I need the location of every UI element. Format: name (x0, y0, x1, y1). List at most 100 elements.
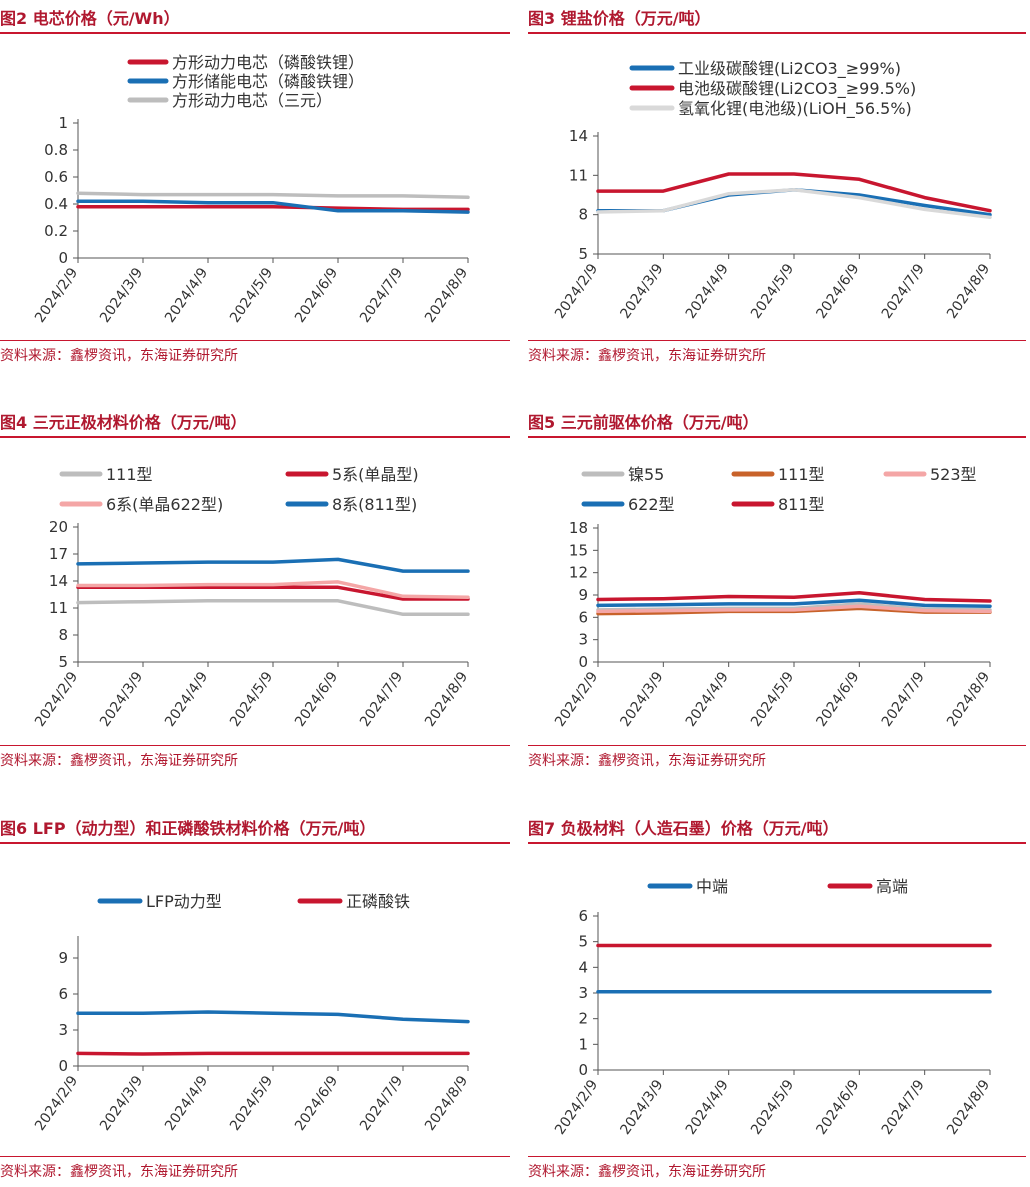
fig7-x-tick-label: 2024/7/9 (879, 1077, 928, 1138)
fig7-y-tick-label: 2 (578, 1010, 588, 1028)
fig7-title: 图7 负极材料（人造石墨）价格（万元/吨） (528, 814, 1026, 844)
fig3-chart: 5 8 11 14 2024/2/9 2024/3/9 2024/4/9 2024/5/9 20… (552, 59, 993, 322)
fig7-x-tick-label: 2024/3/9 (617, 1077, 666, 1138)
fig4-legend-label-2: 6系(单晶622型) (106, 495, 223, 514)
fig5-legend-label-1: 111型 (778, 465, 825, 484)
fig7-y-tick-label: 1 (578, 1035, 588, 1053)
fig7-y-tick-label: 3 (578, 984, 588, 1002)
fig6-y-tick-label: 3 (58, 1021, 68, 1039)
fig5-y-tick-label: 15 (569, 541, 588, 559)
fig2-series-line-0 (76, 204, 470, 212)
fig2-series-line-2 (76, 191, 470, 200)
fig3-x-tick-label: 2024/4/9 (683, 261, 732, 322)
fig7-y-tick-label: 4 (578, 958, 588, 976)
fig4-y-tick-label: 17 (49, 545, 68, 563)
fig3-x-tick-label: 2024/2/9 (552, 261, 601, 322)
fig6-legend-label-0: LFP动力型 (146, 892, 222, 911)
fig4-x-tick-label: 2024/7/9 (357, 669, 406, 730)
fig5-legend-label-3: 622型 (628, 495, 675, 514)
fig4-source: 资料来源：鑫椤资讯，东海证券研究所 (0, 745, 510, 775)
fig4-y-tick-label: 8 (58, 626, 68, 644)
fig2-series-line-1 (76, 199, 470, 214)
fig5-source: 资料来源：鑫椤资讯，东海证券研究所 (528, 745, 1026, 775)
fig4-x-tick-label: 2024/8/9 (422, 669, 471, 730)
fig7-x-tick-label: 2024/2/9 (552, 1077, 601, 1138)
fig3-series-line-1 (596, 172, 992, 213)
fig7-legend-label-1: 高端 (876, 877, 908, 896)
fig3-x-tick-label: 2024/8/9 (944, 261, 993, 322)
fig6-x-tick-label: 2024/4/9 (162, 1073, 211, 1134)
fig3-y-tick-label: 8 (578, 206, 588, 224)
fig7-y-tick-label: 6 (578, 907, 588, 925)
fig5-y-tick-label: 6 (578, 608, 588, 626)
fig2-x-tick-label: 2024/6/9 (292, 265, 341, 326)
fig3-legend-label-2: 氢氧化锂(电池级)(LiOH_56.5%) (678, 99, 912, 119)
fig7-x-tick-label: 2024/4/9 (683, 1077, 732, 1138)
fig3-x-tick-label: 2024/6/9 (813, 261, 862, 322)
fig2-legend-label-1: 方形储能电芯（磷酸铁锂） (172, 72, 364, 91)
fig5-x-tick-label: 2024/5/9 (748, 669, 797, 730)
fig5-x-tick-label: 2024/4/9 (683, 669, 732, 730)
fig6-x-tick-label: 2024/8/9 (422, 1073, 471, 1134)
fig4-y-tick-label: 11 (49, 599, 68, 617)
fig2-x-tick-label: 2024/5/9 (227, 265, 276, 326)
fig4-series-line-3 (76, 557, 470, 573)
fig2-x-tick-label: 2024/7/9 (357, 265, 406, 326)
fig7-x-tick-label: 2024/5/9 (748, 1077, 797, 1138)
fig4-x-tick-label: 2024/2/9 (32, 669, 81, 730)
fig2-x-tick-label: 2024/4/9 (162, 265, 211, 326)
fig3-y-tick-label: 11 (569, 166, 588, 184)
fig3-x-tick-label: 2024/5/9 (748, 261, 797, 322)
fig3-y-tick-label: 14 (569, 127, 588, 145)
fig5-legend-label-2: 523型 (930, 465, 977, 484)
fig5-y-tick-label: 12 (569, 564, 588, 582)
fig3-title: 图3 锂盐价格（万元/吨） (528, 4, 1026, 34)
fig5-series-line-4 (596, 591, 992, 603)
fig2-chart: 0 0.2 0.4 0.6 0.8 1 2024/2/9 2024/3/9 2024/4/9 20… (32, 53, 471, 326)
fig2-y-tick-label: 0.6 (44, 168, 68, 186)
fig5-y-tick-label: 9 (578, 586, 588, 604)
fig5-legend-label-0: 镍55 (628, 465, 664, 484)
fig6-y-tick-label: 0 (58, 1057, 68, 1075)
fig2-x-tick-label: 2024/8/9 (422, 265, 471, 326)
fig7-source: 资料来源：鑫椤资讯，东海证券研究所 (528, 1156, 1026, 1186)
fig5-title: 图5 三元前驱体价格（万元/吨） (528, 408, 1026, 438)
fig5-y-tick-label: 0 (578, 653, 588, 671)
fig3-legend-label-0: 工业级碳酸锂(Li2CO3_≥99%) (678, 59, 901, 79)
fig4-y-tick-label: 14 (49, 572, 68, 590)
fig6-x-tick-label: 2024/7/9 (357, 1073, 406, 1134)
fig7-y-tick-label: 5 (578, 933, 588, 951)
fig3-x-tick-label: 2024/3/9 (617, 261, 666, 322)
fig5-x-tick-label: 2024/2/9 (552, 669, 601, 730)
fig3-legend-label-1: 电池级碳酸锂(Li2CO3_≥99.5%) (678, 79, 916, 99)
fig7-x-tick-label: 2024/8/9 (944, 1077, 993, 1138)
fig7-legend-label-0: 中端 (696, 877, 728, 896)
fig5-x-tick-label: 2024/6/9 (813, 669, 862, 730)
fig3-y-tick-label: 5 (578, 245, 588, 263)
fig2-y-tick-label: 1 (58, 114, 68, 132)
fig7-chart: 0 1 2 3 4 5 6 2024/2/9 2024/3/9 2024/4/9 2024/5/9 2… (552, 877, 993, 1138)
fig6-title: 图6 LFP（动力型）和正磷酸铁材料价格（万元/吨） (0, 814, 510, 844)
fig2-x-tick-label: 2024/3/9 (97, 265, 146, 326)
fig6-y-tick-label: 9 (58, 949, 68, 967)
fig7-x-tick-label: 2024/6/9 (813, 1077, 862, 1138)
fig2-y-tick-label: 0.8 (44, 141, 68, 159)
fig4-x-tick-label: 2024/5/9 (227, 669, 276, 730)
fig4-series-line-2 (76, 580, 470, 599)
fig5-y-tick-label: 18 (569, 519, 588, 537)
fig2-y-tick-label: 0.2 (44, 222, 68, 240)
fig6-series-line-1 (76, 1051, 470, 1056)
fig6-x-tick-label: 2024/2/9 (32, 1073, 81, 1134)
fig4-legend-label-3: 8系(811型) (332, 495, 417, 514)
fig2-x-tick-label: 2024/2/9 (32, 265, 81, 326)
fig4-series-line-1 (76, 585, 470, 601)
fig4-y-tick-label: 20 (49, 518, 68, 536)
fig6-x-tick-label: 2024/5/9 (227, 1073, 276, 1134)
fig2-source: 资料来源：鑫椤资讯，东海证券研究所 (0, 340, 510, 370)
fig6-x-tick-label: 2024/3/9 (97, 1073, 146, 1134)
fig4-series-line-0 (76, 599, 470, 617)
fig5-series-line-3 (596, 598, 992, 608)
fig4-x-tick-label: 2024/4/9 (162, 669, 211, 730)
fig5-x-tick-label: 2024/3/9 (617, 669, 666, 730)
fig5-chart: 0 3 6 9 12 15 18 2024/2/9 2024/3/9 2024/4/9 2024/5… (552, 465, 993, 730)
